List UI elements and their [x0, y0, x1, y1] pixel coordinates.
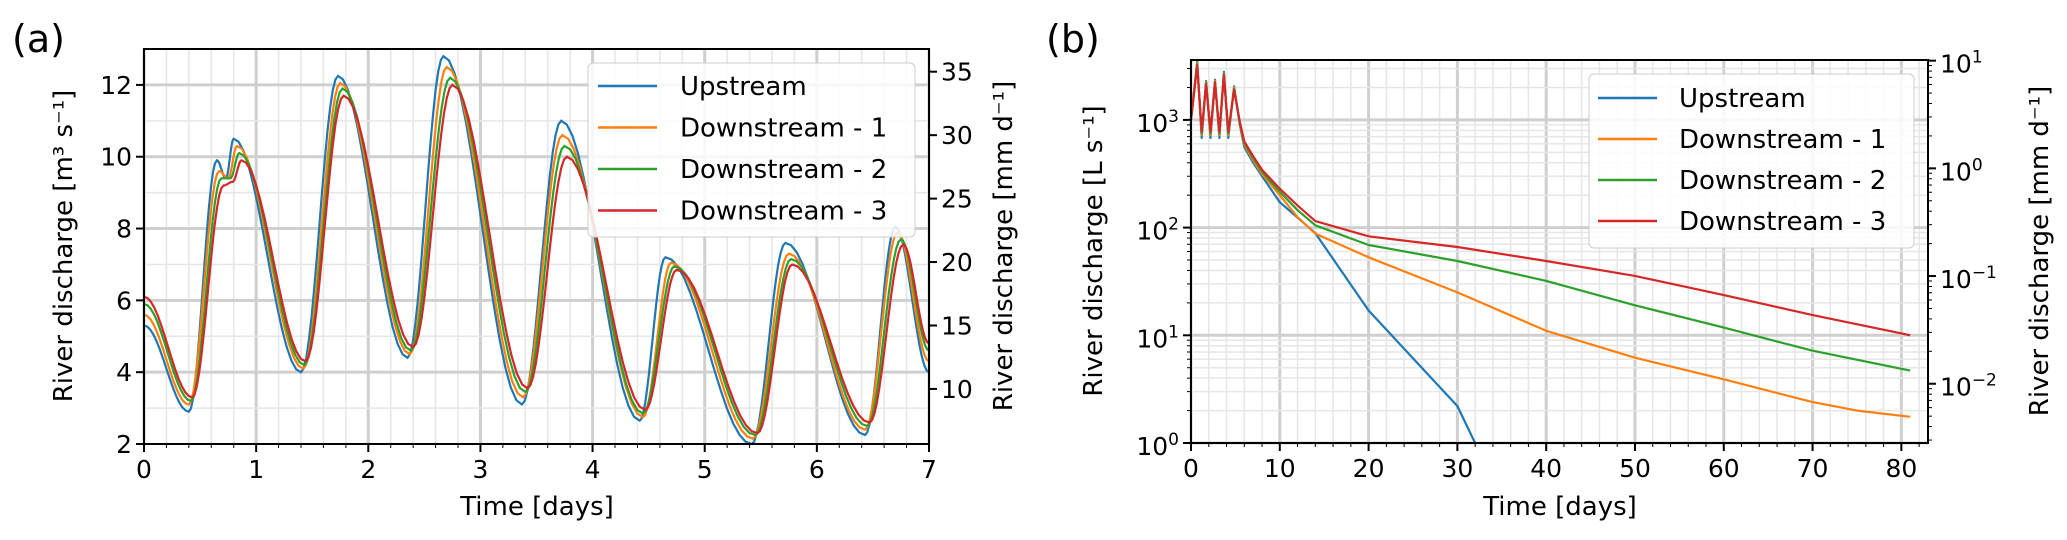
y-right-tick-label: 10−1 — [1940, 263, 1997, 294]
x-tick-label: 0 — [136, 455, 152, 484]
y-tick-label: 10 — [100, 143, 132, 172]
y-tick-label: 100 — [1136, 430, 1179, 461]
panel-b-ylabel: River discharge [L s⁻¹] — [1079, 105, 1109, 396]
legend-box — [587, 62, 916, 238]
panel-b-xlabel: Time [days] — [1482, 492, 1637, 522]
panel-b: (b) 0 10 20 30 40 50 60 70 80 100 101 102 103 10−2 10−… — [1046, 17, 2055, 522]
y-tick-label: 8 — [116, 215, 132, 244]
x-tick-label: 5 — [697, 455, 713, 484]
panel-a-ylabel: River discharge [m³ s⁻¹] — [49, 90, 79, 403]
x-tick-label: 40 — [1530, 454, 1562, 483]
x-tick-label: 30 — [1441, 454, 1473, 483]
x-tick-label: 3 — [472, 455, 488, 484]
y-right-tick-label: 100 — [1940, 155, 1983, 186]
panel-b-ticks: 0 10 20 30 40 50 60 70 80 100 101 102 103 10−2 10−1 100… — [1136, 48, 1997, 483]
legend-label: Downstream - 1 — [680, 114, 887, 144]
legend-label: Downstream - 3 — [680, 197, 887, 227]
y-tick-label: 6 — [116, 286, 132, 315]
panel-a-legend: Upstream Downstream - 1 Downstream - 2 Down… — [587, 62, 916, 238]
x-tick-label: 50 — [1619, 454, 1651, 483]
legend-label: Upstream — [1679, 84, 1806, 114]
y-right-tick-label: 15 — [941, 311, 973, 340]
panel-a-series — [143, 54, 930, 446]
x-tick-label: 4 — [585, 455, 601, 484]
y-tick-label: 101 — [1136, 322, 1179, 353]
series-line-downstream-2 — [143, 76, 930, 437]
series-line-downstream-3 — [143, 83, 930, 435]
y-right-tick-label: 25 — [941, 185, 973, 214]
x-tick-label: 2 — [360, 455, 376, 484]
panel-b-label: (b) — [1046, 17, 1100, 61]
y-tick-label: 102 — [1136, 215, 1179, 246]
legend-box — [1588, 73, 1915, 249]
y-right-tick-label: 20 — [941, 248, 973, 277]
x-tick-label: 80 — [1885, 454, 1917, 483]
panel-a-label: (a) — [12, 17, 65, 61]
x-tick-label: 70 — [1797, 454, 1829, 483]
legend-label: Downstream - 2 — [1679, 166, 1886, 196]
x-tick-label: 10 — [1264, 454, 1296, 483]
y-right-tick-label: 30 — [941, 121, 973, 150]
series-line-downstream-1 — [1189, 61, 1911, 418]
y-tick-label: 2 — [116, 430, 132, 459]
panel-b-series — [1189, 60, 1911, 444]
panel-b-legend: Upstream Downstream - 1 Downstream - 2 Down… — [1588, 73, 1915, 249]
x-tick-label: 0 — [1183, 454, 1199, 483]
panel-a-ylabel-right: River discharge [mm d⁻¹] — [989, 81, 1019, 411]
panel-b-ylabel-right: River discharge [mm d⁻¹] — [2025, 86, 2055, 416]
y-right-tick-label: 10−2 — [1940, 371, 1997, 402]
x-tick-label: 60 — [1708, 454, 1740, 483]
y-tick-label: 4 — [116, 358, 132, 387]
y-tick-label: 12 — [100, 71, 132, 100]
legend-label: Downstream - 1 — [1679, 125, 1886, 155]
x-tick-label: 6 — [809, 455, 825, 484]
legend-label: Downstream - 2 — [680, 155, 887, 185]
panel-a-frame — [143, 48, 930, 445]
legend-label: Upstream — [680, 72, 807, 102]
x-tick-label: 1 — [248, 455, 264, 484]
x-tick-label: 7 — [921, 455, 937, 484]
panel-a-xlabel: Time [days] — [459, 492, 614, 522]
x-tick-label: 20 — [1353, 454, 1385, 483]
series-line-downstream-3 — [1189, 64, 1911, 337]
y-right-tick-label: 35 — [941, 58, 973, 87]
y-tick-label: 103 — [1136, 107, 1179, 138]
legend-label: Downstream - 3 — [1679, 207, 1886, 237]
y-right-tick-label: 101 — [1940, 48, 1983, 79]
y-right-tick-label: 10 — [941, 375, 973, 404]
